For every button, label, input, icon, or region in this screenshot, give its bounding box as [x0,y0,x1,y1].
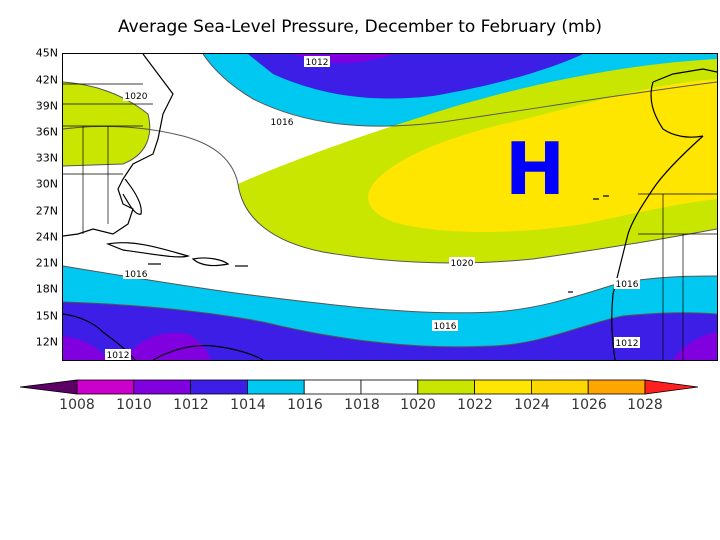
iberia [650,68,717,138]
lat-label-36n: 36N [35,125,58,139]
colorbar-cell [587,379,646,395]
band-1022 [368,79,717,232]
band-1012-southeast [623,319,674,360]
colorbar-label-1010: 1010 [116,397,152,413]
colorbar-cell [417,379,475,395]
high-pressure-marker: H [505,127,565,211]
colorbar-label-1028: 1028 [627,397,663,413]
pressure-map: 1012 1020 1016 1020 1016 1016 1016 1012 … [62,53,718,361]
colorbar-cell [76,379,135,395]
lat-label-18n: 18N [35,282,58,296]
contour-label-6: 1016 [616,280,639,290]
lat-label-12n: 12N [35,335,58,349]
colorbar-cell [530,379,589,395]
contour-label-7: 1016 [434,322,457,332]
contour-label-9: 1012 [107,351,130,360]
colorbar-label-1026: 1026 [571,397,607,413]
lat-label-30n: 30N [35,177,58,191]
colorbar-cell [474,379,532,395]
florida [122,178,142,215]
lat-label-45n: 45N [35,46,58,60]
lat-label-33n: 33N [35,151,58,165]
lat-label-27n: 27N [35,204,58,218]
africa-coast [611,135,704,360]
contour-label-3: 1016 [271,118,294,128]
contour-label-8: 1012 [616,339,639,349]
north-america-coast [63,54,174,237]
band-1010-south-center [123,332,211,360]
band-1010-southwest [63,336,108,360]
band-1012-north [248,54,583,99]
south-america [152,344,264,360]
contour-label-2: 1020 [125,92,148,102]
map-title: Average Sea-Level Pressure, December to … [117,17,603,37]
lat-label-42n: 42N [35,73,58,87]
colorbar-label-1024: 1024 [514,397,550,413]
band-1010-southeast [673,332,717,360]
lat-label-15n: 15N [35,309,58,323]
lat-label-39n: 39N [35,99,58,113]
colorbar-cell [360,379,419,395]
lat-label-21n: 21N [35,256,58,270]
contour-label-1: 1012 [306,58,329,68]
colorbar [19,377,700,402]
colorbar-label-1014: 1014 [230,397,266,413]
cuba [105,242,191,258]
colorbar-label-1022: 1022 [457,397,493,413]
band-1020 [63,82,150,166]
colorbar-cell [246,379,305,395]
colorbar-cell [190,379,248,395]
colorbar-label-1008: 1008 [59,397,95,413]
hispaniola [191,257,230,267]
colorbar-cell [303,379,362,395]
colorbar-label-1018: 1018 [344,397,380,413]
colorbar-cell-above [644,379,699,395]
colorbar-cell [133,379,192,395]
colorbar-label-1012: 1012 [173,397,209,413]
colorbar-cell-below [19,379,78,395]
colorbar-label-1016: 1016 [287,397,323,413]
canary-islands [593,195,609,200]
band-1014-south [63,266,717,347]
lat-label-24n: 24N [35,230,58,244]
contour-label-5: 1016 [125,270,148,280]
colorbar-label-1020: 1020 [400,397,436,413]
contour-label-4: 1020 [451,259,474,269]
band-1012-south [63,302,717,360]
